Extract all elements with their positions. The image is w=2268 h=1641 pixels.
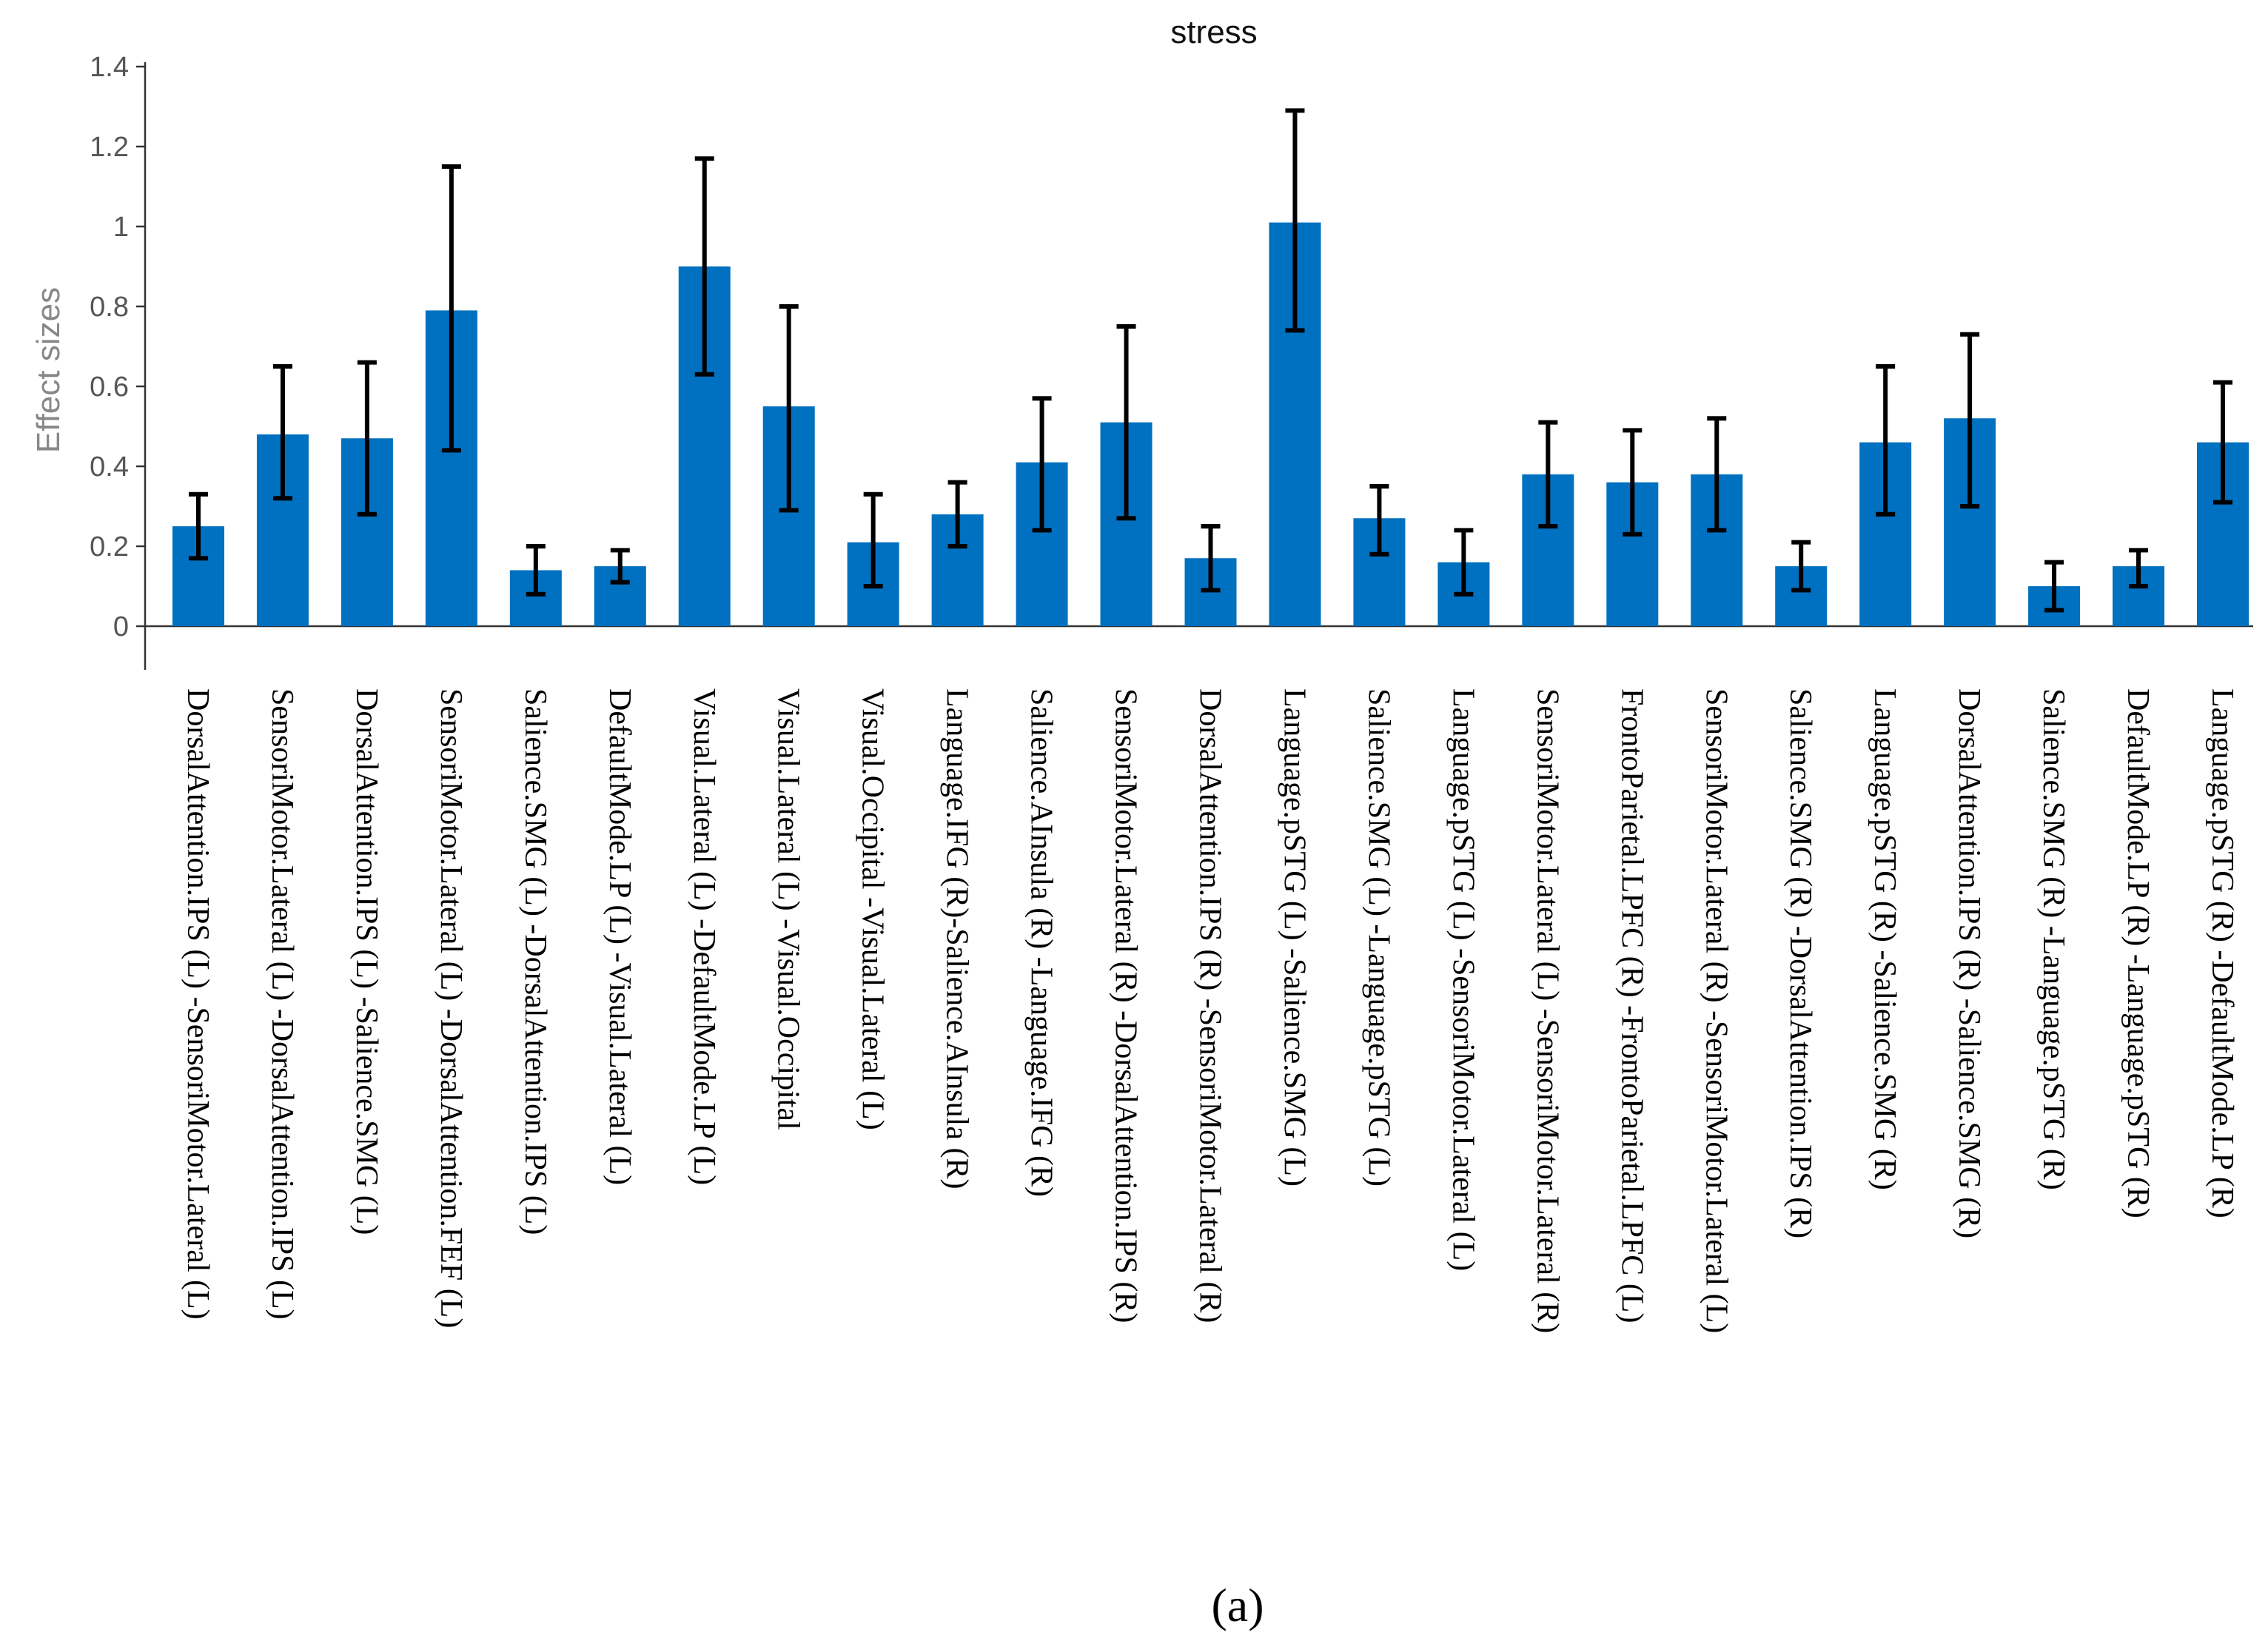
x-tick-label: Language.pSTG (R) -DefaultMode.LP (R) bbox=[2205, 688, 2239, 1218]
y-tick-label: 1.4 bbox=[90, 52, 129, 83]
y-ticks: 0 0.2 0.4 0.6 0.8 1 1.2 1.4 bbox=[90, 52, 145, 642]
error-bar bbox=[2044, 560, 2064, 613]
error-bar bbox=[1538, 420, 1558, 528]
error-bars bbox=[189, 108, 2232, 613]
x-tick-label: DorsalAttention.IPS (R) -Salience.SMG (R… bbox=[1952, 688, 1986, 1238]
y-tick-label: 0.2 bbox=[90, 531, 129, 563]
error-bar bbox=[272, 364, 292, 501]
error-bar bbox=[779, 304, 799, 513]
y-axis-label: Effect sizes bbox=[30, 287, 67, 453]
x-tick-label: Visual.Occipital -Visual.Lateral (L) bbox=[856, 688, 890, 1130]
error-bar bbox=[189, 491, 208, 561]
x-tick-label: Language.pSTG (R) -Salience.SMG (R) bbox=[1868, 688, 1902, 1190]
x-tick-label: SensoriMotor.Lateral (L) -DorsalAttentio… bbox=[434, 688, 468, 1328]
error-bar bbox=[610, 548, 630, 585]
y-tick-label: 0 bbox=[113, 611, 129, 642]
error-bar bbox=[1369, 484, 1389, 557]
y-tick-label: 0.8 bbox=[90, 292, 129, 323]
x-tick-label: SensoriMotor.Lateral (L) -SensoriMotor.L… bbox=[1530, 688, 1564, 1333]
x-tick-label: SensoriMotor.Lateral (L) -DorsalAttentio… bbox=[265, 688, 299, 1320]
x-tick-label: Language.pSTG (L) -SensoriMotor.Lateral … bbox=[1446, 688, 1480, 1271]
x-tick-label: Salience.AInsula (R) -Language.IFG (R) bbox=[1024, 688, 1058, 1197]
x-tick-label: Language.pSTG (L) -Salience.SMG (L) bbox=[1277, 688, 1311, 1187]
x-tick-label: Visual.Lateral (L) -Visual.Occipital bbox=[771, 688, 805, 1130]
error-bar bbox=[1707, 416, 1727, 533]
error-bar bbox=[694, 156, 714, 377]
x-tick-label: Visual.Lateral (L) -DefaultMode.LP (L) bbox=[687, 688, 721, 1185]
error-bar bbox=[1960, 332, 1980, 509]
y-tick-label: 0.4 bbox=[90, 452, 129, 483]
error-bar bbox=[863, 491, 883, 588]
x-tick-label: DefaultMode.LP (R) -Language.pSTG (R) bbox=[2121, 688, 2155, 1218]
y-tick-label: 0.6 bbox=[90, 372, 129, 403]
x-tick-label: SensoriMotor.Lateral (R) -SensoriMotor.L… bbox=[1699, 688, 1733, 1333]
x-tick-label: DorsalAttention.IPS (L) -SensoriMotor.La… bbox=[181, 688, 215, 1320]
x-tick-label: DefaultMode.LP (L) -Visual.Lateral (L) bbox=[603, 688, 637, 1185]
x-tick-label: Language.IFG (R)-Salience.AInsula (R) bbox=[940, 688, 974, 1189]
x-tick-label: Salience.SMG (L) -DorsalAttention.IPS (L… bbox=[518, 688, 552, 1235]
y-tick-label: 1.2 bbox=[90, 132, 129, 163]
x-tick-label: Salience.SMG (R) -DorsalAttention.IPS (R… bbox=[1783, 688, 1817, 1238]
error-bar bbox=[947, 480, 967, 548]
chart-title: stress bbox=[1170, 14, 1257, 50]
error-bar bbox=[1201, 524, 1221, 593]
error-bar bbox=[2129, 548, 2149, 588]
error-bar bbox=[1791, 540, 1811, 593]
figure-caption: (a) bbox=[1211, 1579, 1264, 1631]
error-bar bbox=[1285, 108, 1305, 333]
x-tick-label: SensoriMotor.Lateral (R) -DorsalAttentio… bbox=[1109, 688, 1143, 1323]
x-tick-label: Salience.SMG (L) -Language.pSTG (L) bbox=[1361, 688, 1395, 1187]
error-bar bbox=[357, 360, 377, 517]
error-bar bbox=[441, 164, 461, 453]
error-bar bbox=[1116, 324, 1136, 521]
y-tick-label: 1 bbox=[113, 212, 129, 243]
error-bar bbox=[1032, 396, 1052, 533]
x-tick-label: DorsalAttention.IPS (L) -Salience.SMG (L… bbox=[349, 688, 383, 1235]
error-bar bbox=[1876, 364, 1896, 517]
error-bar bbox=[1623, 428, 1643, 537]
x-tick-label: FrontoParietal.LPFC (R) -FrontoParietal.… bbox=[1614, 688, 1648, 1323]
x-tick-label: DorsalAttention.IPS (R) -SensoriMotor.La… bbox=[1193, 688, 1227, 1323]
bars bbox=[172, 222, 2249, 627]
error-bar bbox=[2213, 380, 2232, 505]
x-tick-labels: DorsalAttention.IPS (L) -SensoriMotor.La… bbox=[181, 688, 2239, 1333]
error-bar bbox=[526, 544, 546, 597]
error-bar bbox=[1454, 528, 1474, 597]
x-tick-label: Salience.SMG (R) -Language.pSTG (R) bbox=[2036, 688, 2070, 1190]
